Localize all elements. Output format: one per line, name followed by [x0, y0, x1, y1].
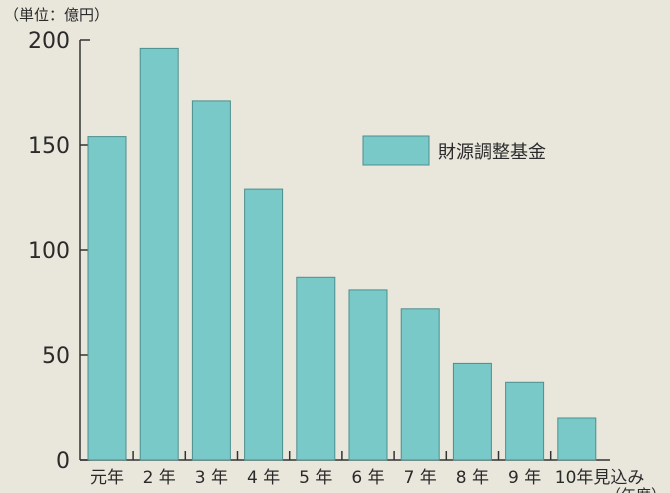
bar-10	[557, 417, 597, 461]
legend-label: 財源調整基金	[438, 142, 546, 163]
x-tick-label: 9 年	[508, 468, 541, 488]
x-unit-label: （年度）	[606, 486, 666, 493]
x-tick-label: 4 年	[247, 468, 280, 488]
legend-swatch	[362, 135, 430, 166]
x-tick-label: 2 年	[143, 468, 176, 488]
x-tick-label: 8 年	[456, 468, 489, 488]
y-tick-label: 100	[28, 239, 70, 264]
bar-8	[452, 362, 492, 461]
bar-6	[348, 289, 388, 461]
bar-1	[87, 136, 127, 461]
y-tick-label: 150	[28, 134, 70, 159]
x-tick-label: 元年	[90, 468, 124, 488]
y-tick-label: 50	[42, 344, 70, 369]
x-tick-label: 10年見込み	[555, 468, 645, 488]
y-unit-label: （単位：億円）	[4, 6, 109, 24]
bar-4	[244, 188, 284, 461]
x-tick-label: 5 年	[299, 468, 332, 488]
y-tick-label: 0	[56, 449, 70, 474]
y-tick-label: 200	[28, 29, 70, 54]
bar-5	[296, 276, 336, 461]
bar-7	[400, 308, 440, 461]
bar-2	[139, 47, 179, 461]
bar-3	[191, 100, 231, 461]
x-tick-label: 7 年	[404, 468, 437, 488]
x-tick-label: 3 年	[195, 468, 228, 488]
x-tick-label: 6 年	[351, 468, 384, 488]
bar-9	[505, 381, 545, 461]
